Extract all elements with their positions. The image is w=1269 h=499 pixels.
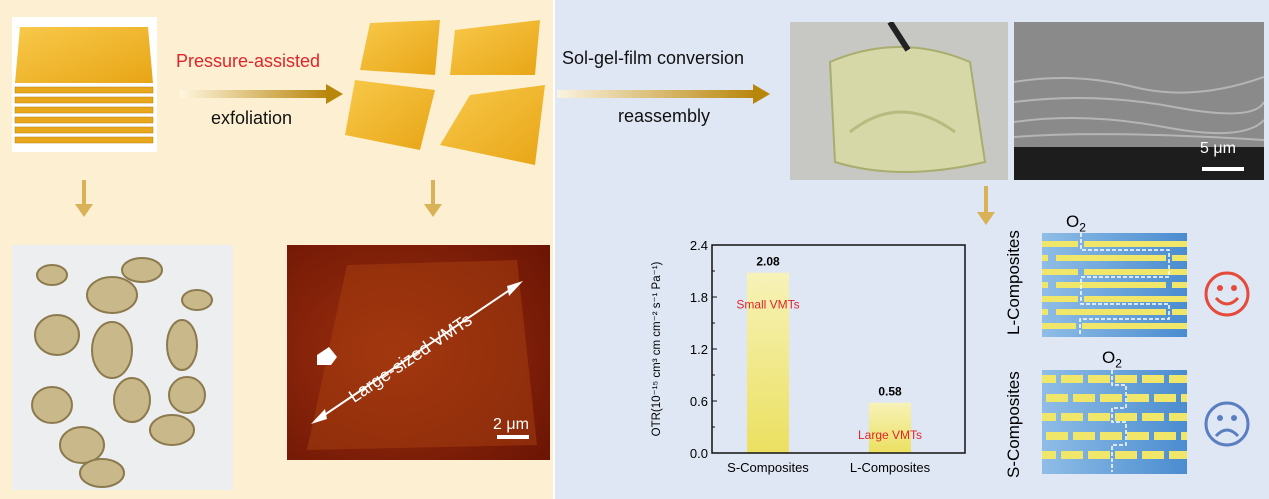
- film-photo: [790, 22, 1008, 180]
- otr-bar-chart: 2.08 Small VMTs 0.58 Large VMTs 0.0 0.6 1.2 1.…: [651, 238, 966, 475]
- reassembly-arrow-icon: [557, 84, 770, 104]
- pressure-assisted-label: Pressure-assisted: [176, 51, 321, 71]
- down-arrow-icon: [75, 180, 93, 217]
- x-tick-label: S-Composites: [727, 460, 809, 475]
- y-tick-label: 2.4: [690, 238, 708, 253]
- bar-value-label: 2.08: [756, 255, 780, 269]
- bar-annotation: Small VMTs: [736, 298, 799, 312]
- bar-annotation: Large VMTs: [858, 428, 922, 442]
- down-arrow-icon: [977, 186, 995, 225]
- s-composites-schematic: [1042, 370, 1187, 474]
- oxygen-label: O2: [1066, 212, 1086, 235]
- sem-image: [1014, 22, 1264, 180]
- bar-value-label: 0.58: [878, 385, 902, 399]
- y-tick-label: 0.0: [690, 446, 708, 461]
- exfoliation-label: exfoliation: [211, 108, 293, 128]
- bar-l-composites: [869, 402, 911, 453]
- x-tick-label: L-Composites: [850, 460, 931, 475]
- l-composites-schematic: [1042, 233, 1187, 337]
- y-tick-label: 1.8: [690, 290, 708, 305]
- vermiculite-photo: [12, 245, 233, 490]
- reassembly-label: reassembly: [618, 106, 711, 126]
- s-composites-label: S-Composites: [1004, 371, 1023, 478]
- l-composites-label: L-Composites: [1004, 230, 1023, 335]
- down-arrow-icon: [424, 180, 442, 217]
- bar-s-composites: [747, 272, 789, 453]
- afm-image: [287, 245, 550, 460]
- happy-face-icon: [1204, 271, 1250, 317]
- stacked-vmt-layers-icon: [12, 17, 157, 152]
- sol-gel-label: Sol-gel-film conversion: [562, 48, 745, 68]
- oxygen-label: O2: [1102, 348, 1122, 371]
- exfoliation-arrow-icon: [180, 84, 343, 104]
- sem-scale-bar-label: 5 μm: [1200, 140, 1236, 157]
- y-tick-label: 0.6: [690, 394, 708, 409]
- exfoliated-flakes-icon: [345, 20, 545, 165]
- y-axis-label: OTR(10⁻¹⁵ cm³ cm cm⁻² s⁻¹ Pa⁻¹): [651, 261, 663, 436]
- y-tick-label: 1.2: [690, 342, 708, 357]
- afm-scale-bar-label: 2 μm: [493, 416, 529, 433]
- sad-face-icon: [1204, 401, 1250, 447]
